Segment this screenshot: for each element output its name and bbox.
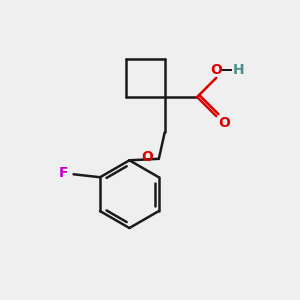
Text: O: O	[142, 150, 154, 164]
Text: F: F	[58, 166, 68, 180]
Text: H: H	[232, 63, 244, 76]
Text: O: O	[210, 63, 222, 76]
Text: O: O	[219, 116, 230, 130]
